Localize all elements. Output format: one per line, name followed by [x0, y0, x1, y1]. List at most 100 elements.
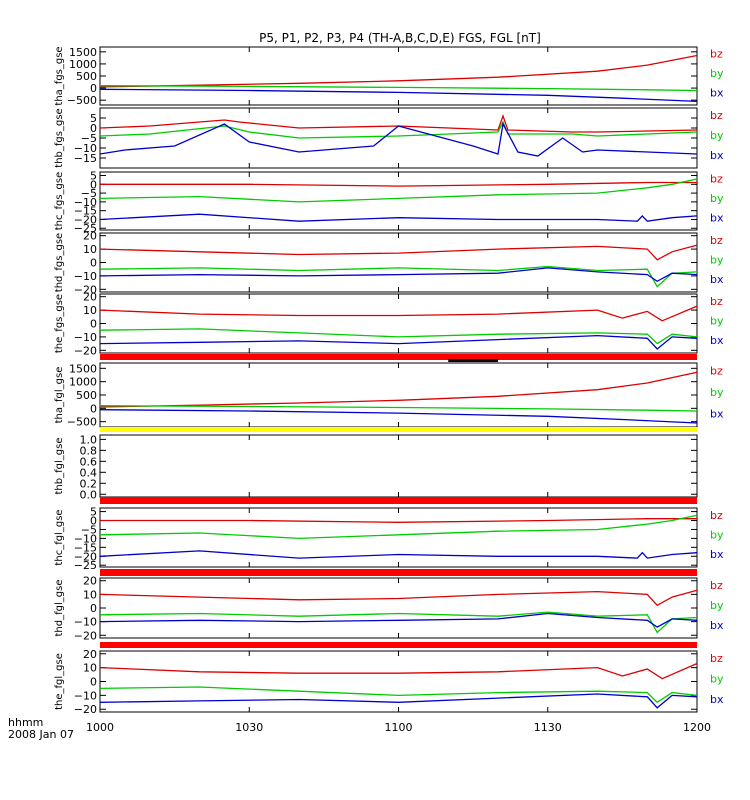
- series-line-by: [99, 514, 698, 540]
- y-tick-label: −500: [67, 94, 97, 107]
- y-tick-label: −10: [74, 142, 97, 155]
- legend-label-bx: bx: [710, 149, 724, 162]
- series-line-bx: [99, 334, 698, 350]
- legend-label-bx: bx: [710, 548, 724, 561]
- y-tick-label: −25: [74, 559, 97, 572]
- legend-label-by: by: [710, 192, 724, 205]
- legend-label-bx: bx: [710, 334, 724, 347]
- y-tick-label: 20: [83, 230, 97, 243]
- panel-thb_fgs_gse: 50−5−10−15 thb_fgs_gse bz by bx: [54, 107, 724, 169]
- legend-label-by: by: [710, 67, 724, 80]
- legend-label-bz: bz: [710, 652, 723, 665]
- series-line-bz: [100, 518, 697, 523]
- y-tick-label: −20: [74, 629, 97, 642]
- y-tick-label: 5: [90, 112, 97, 125]
- series-line-bz: [99, 244, 698, 261]
- panel-ylabel: tha_fgs_gse: [54, 46, 65, 105]
- legend-label-by: by: [710, 386, 724, 399]
- panel-ylabel: thb_fgs_gse: [54, 108, 65, 167]
- legend-label-bx: bx: [710, 86, 724, 99]
- y-tick-label: 1000: [69, 58, 97, 71]
- y-tick-label: 1.0: [80, 433, 98, 446]
- legend-label-bz: bz: [710, 579, 723, 592]
- panel-thc_fgl_gse: 50−5−10−15−20−25 thc_fgl_gse bz by bx: [54, 506, 724, 573]
- y-tick-label: −10: [74, 689, 97, 702]
- legend-label-by: by: [710, 673, 724, 686]
- series-line-by: [99, 328, 698, 345]
- y-tick-label: 20: [83, 648, 97, 661]
- y-tick-label: 0.6: [80, 455, 98, 468]
- y-tick-label: −20: [74, 213, 97, 226]
- series-line-by: [99, 265, 698, 288]
- y-tick-label: 0.4: [80, 466, 98, 479]
- y-tick-label: 5: [90, 170, 97, 183]
- legend-label-bz: bz: [710, 295, 723, 308]
- y-tick-label: 0.8: [80, 444, 98, 457]
- page-title: P5, P1, P2, P3, P4 (TH-A,B,C,D,E) FGS, F…: [259, 31, 541, 45]
- legend-label-by: by: [710, 129, 724, 142]
- y-tick-label: 500: [76, 70, 97, 83]
- y-tick-label: 0: [90, 257, 97, 270]
- y-tick-label: −10: [74, 270, 97, 283]
- status-bars-group: [100, 354, 697, 648]
- series-line-bx: [99, 550, 698, 559]
- x-tick-label: 1030: [235, 721, 263, 734]
- y-tick-label: 1500: [69, 362, 97, 375]
- status-bar: [100, 354, 697, 360]
- legend-label-bx: bx: [710, 619, 724, 632]
- x-tick-label: 1200: [683, 721, 711, 734]
- panel-ylabel: thc_fgs_gse: [54, 172, 65, 231]
- series-line-bz: [99, 305, 698, 322]
- x-tick-label: 1100: [385, 721, 413, 734]
- panel-ylabel: the_fgs_gse: [54, 294, 65, 353]
- series-line-bz: [99, 114, 698, 133]
- series-line-bx: [99, 213, 698, 222]
- series-line-by: [99, 611, 698, 634]
- legend-label-bx: bx: [710, 693, 724, 706]
- x-tick-label: 1000: [86, 721, 114, 734]
- status-bar: [100, 427, 697, 432]
- y-tick-label: 0: [90, 602, 97, 615]
- y-tick-label: −20: [74, 703, 97, 716]
- y-tick-label: 10: [83, 588, 97, 601]
- legend-label-by: by: [710, 599, 724, 612]
- y-tick-label: −10: [74, 616, 97, 629]
- y-tick-label: −15: [74, 152, 97, 165]
- y-tick-label: 5: [90, 506, 97, 519]
- status-bar: [100, 642, 697, 648]
- y-tick-label: −20: [74, 344, 97, 357]
- y-tick-label: 0: [90, 515, 97, 528]
- status-bar: [448, 359, 498, 362]
- y-tick-label: −5: [81, 187, 97, 200]
- y-tick-label: 0: [90, 676, 97, 689]
- series-line-bx: [99, 267, 698, 283]
- y-tick-label: −5: [81, 523, 97, 536]
- legend-label-bz: bz: [710, 109, 723, 122]
- legend-label-bz: bz: [710, 234, 723, 247]
- status-bar: [100, 569, 697, 576]
- series-line-by: [99, 120, 698, 139]
- y-tick-label: 10: [83, 304, 97, 317]
- series-line-by: [99, 686, 698, 704]
- legend-label-bz: bz: [710, 509, 723, 522]
- legend-label-by: by: [710, 528, 724, 541]
- time-axis: 1000 1030 1100 1130 1200: [86, 721, 711, 734]
- x-tick-label: 1130: [534, 721, 562, 734]
- y-tick-label: −25: [74, 222, 97, 235]
- y-tick-label: −20: [74, 283, 97, 296]
- y-tick-label: 10: [83, 662, 97, 675]
- y-tick-label: 0: [90, 318, 97, 331]
- panel-ylabel: tha_fgl_gse: [54, 367, 65, 424]
- series-line-bx: [99, 122, 698, 157]
- legend-label-bz: bz: [710, 173, 723, 186]
- panel-ylabel: thd_fgs_gse: [54, 233, 65, 292]
- y-tick-label: −500: [67, 416, 97, 429]
- y-tick-label: −15: [74, 541, 97, 554]
- series-line-bz: [99, 54, 698, 88]
- status-bar: [100, 497, 697, 504]
